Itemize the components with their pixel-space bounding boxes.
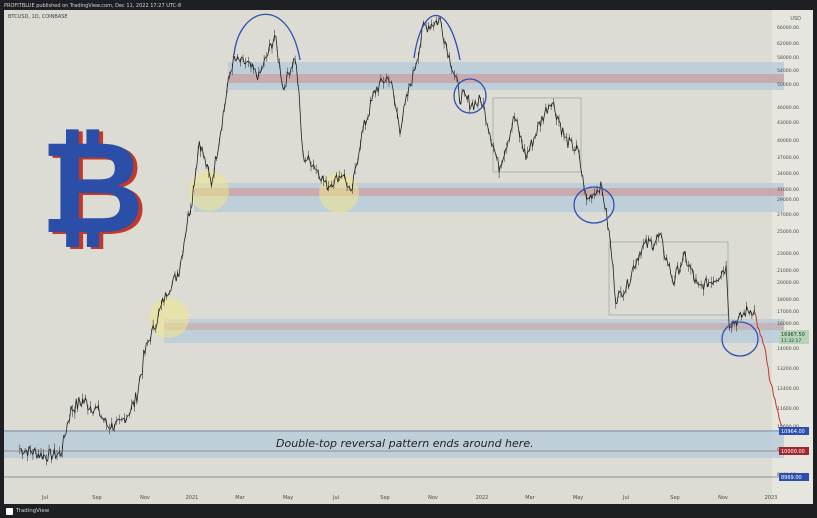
price-tick-label: 54000.00 — [777, 68, 799, 74]
current-price-tag: 16967.50 — [781, 332, 805, 338]
price-tick-label: 23000.00 — [777, 251, 799, 257]
price-tick-label: 12400.00 — [777, 386, 799, 392]
price-tags: 16967.50 11:32:17 10964.00 10000.00 8969… — [779, 330, 809, 481]
blue-circle-annotation — [721, 321, 759, 357]
projection-line — [754, 311, 783, 427]
time-tick-label: Nov — [140, 495, 150, 501]
svg-text:₿: ₿ — [44, 116, 148, 265]
tradingview-logo-icon — [6, 508, 13, 515]
time-axis: Jul Sep Nov 2021 Mar May Jul Sep Nov 2022 Mar May Ju… — [41, 495, 777, 501]
yellow-highlight-circle — [149, 298, 189, 338]
price-tick-label: 50000.00 — [777, 82, 799, 88]
zone-mid-blue — [194, 183, 784, 212]
price-tick-label: 62000.00 — [777, 41, 799, 47]
price-tick-label: 14000.00 — [777, 346, 799, 352]
double-top-arcs — [233, 13, 461, 61]
publish-header: PROFITBLUE published on TradingView.com,… — [4, 3, 182, 9]
support-resistance-zones — [4, 62, 784, 478]
price-tick-label: 31000.00 — [777, 187, 799, 193]
zone-low-red — [164, 323, 784, 330]
price-tick-label: 20000.00 — [777, 280, 799, 286]
price-tick-label: 16000.00 — [777, 321, 799, 327]
zone-top-red — [228, 74, 784, 83]
blue-circles — [453, 78, 759, 357]
zone-bottom-blue — [4, 430, 784, 458]
blue-circle-annotation — [573, 186, 615, 224]
price-tick-label: 21000.00 — [777, 268, 799, 274]
current-price-sub: 11:32:17 — [781, 338, 801, 344]
range-boxes — [492, 97, 729, 316]
chart-area[interactable]: ₿ ₿ Double-top reversal pattern ends aro… — [4, 10, 813, 504]
price-tick-label: 29000.00 — [777, 197, 799, 203]
price-tick-label: 66000.00 — [777, 25, 799, 31]
price-tick-label: 13200.00 — [777, 366, 799, 372]
highlight-circles — [149, 171, 359, 338]
price-tick-label: 18000.00 — [777, 297, 799, 303]
price-tick-label: 17000.00 — [777, 309, 799, 315]
footer-bar: TradingView — [4, 507, 813, 518]
time-tick-label: Sep — [380, 495, 389, 501]
time-tick-label: Mar — [525, 495, 535, 501]
time-tick-label: 2023 — [765, 495, 778, 501]
symbol-label: BTCUSD, 1D, COINBASE — [8, 14, 68, 20]
time-tick-label: Jul — [622, 495, 629, 501]
range-box-2022-q1 — [492, 97, 582, 173]
time-tick-label: Sep — [670, 495, 679, 501]
top-arc-left — [233, 13, 301, 61]
time-tick-label: 2022 — [476, 495, 489, 501]
price-tick-label: 27000.00 — [777, 212, 799, 218]
range-box-summer-2022 — [608, 241, 729, 316]
time-tick-label: Jul — [41, 495, 48, 501]
zone-mid-red — [194, 188, 784, 196]
price-axis-panel — [772, 10, 813, 504]
time-tick-label: Mar — [235, 495, 245, 501]
yellow-highlight-circle — [319, 173, 359, 213]
time-tick-label: May — [283, 495, 293, 501]
price-tick-label: 34000.00 — [777, 171, 799, 177]
level-price-tag-blue-1: 10964.00 — [781, 429, 805, 435]
top-arc-right — [413, 15, 461, 61]
tradingview-brand: TradingView — [16, 508, 50, 514]
time-tick-label: Sep — [92, 495, 101, 501]
price-series — [19, 16, 783, 466]
time-tick-label: Jul — [332, 495, 339, 501]
svg-text:₿: ₿ — [40, 114, 144, 263]
time-tick-label: 2021 — [186, 495, 199, 501]
price-tick-label: 40000.00 — [777, 138, 799, 144]
price-tick-label: 37000.00 — [777, 155, 799, 161]
yellow-highlight-circle — [189, 171, 229, 211]
price-tick-label: 46000.00 — [777, 105, 799, 111]
level-price-tag-red: 10000.00 — [781, 449, 805, 455]
price-tick-label: 58000.00 — [777, 55, 799, 61]
chart-svg[interactable]: ₿ ₿ Double-top reversal pattern ends aro… — [4, 10, 813, 504]
bitcoin-logo: ₿ ₿ — [40, 114, 148, 265]
blue-circle-annotation — [453, 78, 487, 114]
zone-low-blue — [164, 319, 784, 343]
price-tick-label: 43000.00 — [777, 120, 799, 126]
price-tick-label: 25000.00 — [777, 229, 799, 235]
time-tick-label: May — [573, 495, 583, 501]
price-tick-label: 11600.00 — [777, 406, 799, 412]
pattern-annotation: Double-top reversal pattern ends around … — [276, 437, 534, 450]
time-tick-label: Nov — [718, 495, 728, 501]
time-tick-label: Nov — [428, 495, 438, 501]
level-price-tag-blue-2: 8969.00 — [781, 475, 802, 481]
currency-label: USD — [790, 16, 801, 22]
